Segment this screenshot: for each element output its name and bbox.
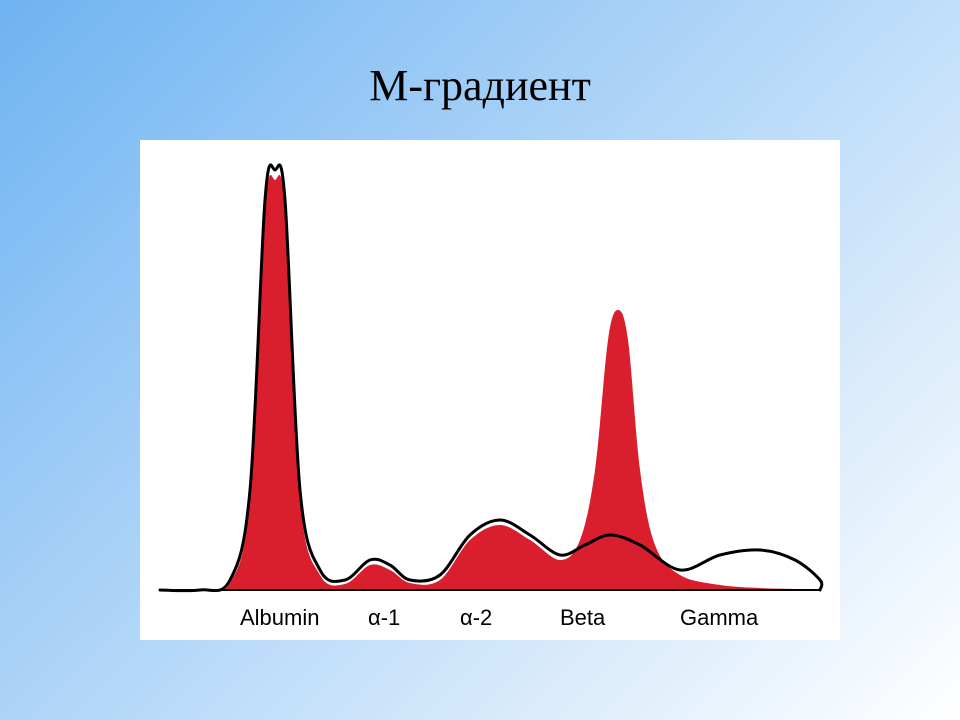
electrophoresis-figure: Albumin α-1 α-2 Beta Gamma [140, 140, 840, 640]
slide-title: М-градиент [0, 60, 960, 111]
slide: М-градиент Albumin α-1 α-2 Beta Gamma [0, 0, 960, 720]
axis-label: α-2 [460, 605, 492, 631]
axis-label: α-1 [368, 605, 400, 631]
axis-label: Albumin [240, 605, 319, 631]
electrophoresis-chart [140, 140, 840, 640]
axis-label: Beta [560, 605, 605, 631]
axis-labels: Albumin α-1 α-2 Beta Gamma [140, 596, 840, 640]
axis-label: Gamma [680, 605, 758, 631]
m-spike-fill [160, 175, 820, 592]
